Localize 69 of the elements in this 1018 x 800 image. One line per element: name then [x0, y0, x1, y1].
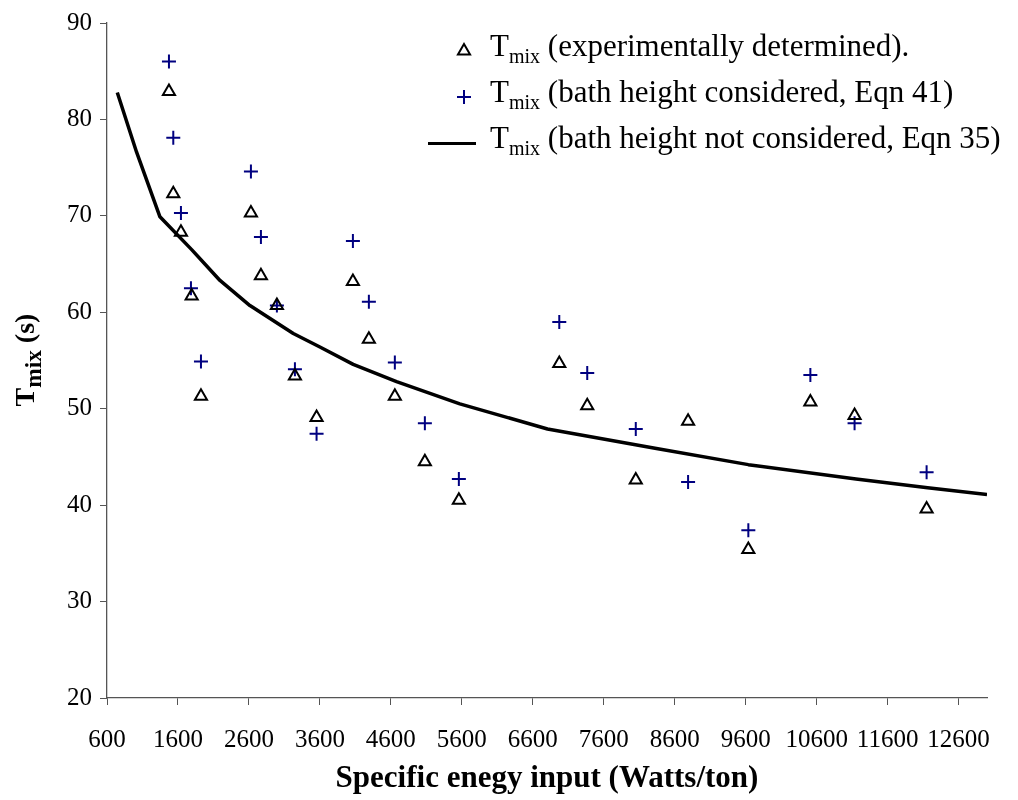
x-axis-title: Specific enegy input (Watts/ton)	[334, 759, 760, 794]
point	[193, 388, 209, 401]
x-tick-label: 11600	[856, 724, 919, 752]
point	[802, 366, 819, 383]
x-tick-label: 10600	[785, 724, 848, 752]
point	[681, 413, 696, 426]
x-tick-label: 4600	[365, 724, 416, 752]
y-tick-label: 80	[67, 103, 92, 131]
point	[918, 464, 935, 481]
point	[627, 420, 644, 437]
point	[386, 354, 403, 371]
point	[552, 355, 567, 368]
point	[192, 353, 209, 370]
point	[361, 331, 376, 344]
x-tick-label: 8600	[649, 724, 700, 752]
point	[253, 267, 268, 281]
y-tick-label: 90	[67, 7, 92, 35]
y-tick-label: 40	[67, 489, 92, 517]
point	[173, 224, 189, 237]
x-tick-label: 2600	[223, 724, 274, 752]
point	[309, 409, 324, 422]
x-tick-label: 3600	[294, 724, 345, 752]
point	[740, 522, 757, 539]
x-tick-label: 600	[88, 724, 126, 752]
point	[450, 471, 467, 488]
point	[580, 397, 595, 411]
x-tick-label: 9600	[720, 724, 771, 752]
point	[184, 287, 199, 301]
point	[287, 367, 302, 381]
point	[551, 313, 568, 330]
y-tick-label: 60	[67, 296, 92, 324]
point	[360, 293, 377, 310]
point	[286, 361, 303, 378]
x-tick-label: 6600	[507, 724, 558, 752]
point	[182, 280, 199, 297]
x-tick-label: 7600	[578, 724, 629, 752]
point	[344, 232, 361, 249]
x-tick-label: 5600	[436, 724, 487, 752]
point	[172, 204, 189, 221]
x-tick-label: 12600	[927, 724, 990, 752]
point	[451, 492, 466, 505]
point	[345, 273, 360, 286]
legend-label: T$_{mix}$ (bath height considered, Eqn 41)	[490, 74, 954, 116]
point	[741, 541, 756, 554]
point	[165, 129, 182, 146]
point	[242, 163, 259, 180]
point	[160, 53, 177, 70]
point	[387, 388, 402, 401]
point	[166, 185, 181, 199]
point	[161, 83, 177, 96]
point	[308, 425, 325, 442]
y-tick-label: 50	[67, 393, 92, 421]
point	[417, 453, 432, 467]
point	[847, 407, 862, 420]
point	[680, 474, 697, 490]
point	[919, 501, 934, 514]
point	[243, 204, 258, 218]
legend-label: T$_{mix}$ (bath height not considered, Eqn 35)	[490, 120, 1001, 162]
y-tick-label: 70	[67, 200, 92, 228]
point	[628, 472, 643, 485]
y-tick-label: 30	[67, 586, 92, 614]
point	[803, 393, 818, 407]
legend-label: T$_{mix}$ (experimentally determined).	[490, 28, 910, 70]
point	[579, 365, 596, 382]
x-tick-label: 1600	[152, 724, 203, 752]
y-tick-label: 20	[67, 682, 92, 710]
point	[252, 229, 269, 246]
point	[846, 415, 863, 432]
point	[416, 415, 433, 432]
